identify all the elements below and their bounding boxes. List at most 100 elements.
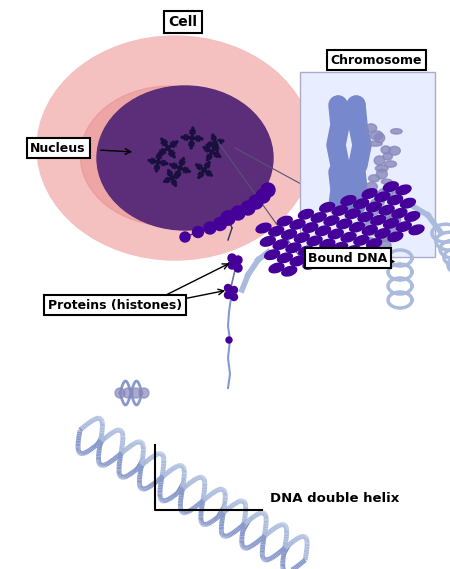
Text: Chromosome: Chromosome bbox=[330, 53, 422, 67]
Circle shape bbox=[228, 261, 236, 269]
Ellipse shape bbox=[409, 225, 424, 234]
Ellipse shape bbox=[379, 205, 394, 215]
Ellipse shape bbox=[350, 222, 365, 232]
Ellipse shape bbox=[383, 152, 392, 160]
Ellipse shape bbox=[389, 146, 400, 155]
Ellipse shape bbox=[294, 233, 309, 242]
Circle shape bbox=[226, 337, 232, 343]
Ellipse shape bbox=[377, 240, 391, 250]
Ellipse shape bbox=[381, 146, 391, 154]
Ellipse shape bbox=[341, 196, 356, 205]
Circle shape bbox=[231, 206, 245, 220]
Circle shape bbox=[230, 294, 238, 300]
Ellipse shape bbox=[366, 183, 378, 191]
Ellipse shape bbox=[375, 192, 390, 201]
Ellipse shape bbox=[368, 141, 382, 146]
Ellipse shape bbox=[396, 222, 411, 232]
Ellipse shape bbox=[364, 228, 378, 235]
Ellipse shape bbox=[375, 133, 385, 143]
Ellipse shape bbox=[320, 203, 335, 212]
Circle shape bbox=[234, 264, 242, 272]
Circle shape bbox=[180, 232, 190, 242]
Ellipse shape bbox=[354, 236, 369, 245]
Ellipse shape bbox=[324, 216, 339, 225]
Ellipse shape bbox=[286, 243, 301, 253]
Ellipse shape bbox=[369, 175, 379, 182]
Ellipse shape bbox=[282, 230, 297, 239]
Text: Proteins (histones): Proteins (histones) bbox=[48, 299, 182, 311]
Ellipse shape bbox=[277, 216, 292, 226]
Ellipse shape bbox=[328, 229, 343, 239]
Ellipse shape bbox=[371, 199, 384, 206]
Ellipse shape bbox=[368, 206, 379, 215]
Circle shape bbox=[234, 256, 242, 264]
Ellipse shape bbox=[265, 250, 279, 259]
Circle shape bbox=[204, 222, 216, 234]
Circle shape bbox=[131, 388, 141, 398]
Ellipse shape bbox=[378, 188, 393, 198]
Ellipse shape bbox=[341, 232, 356, 242]
Ellipse shape bbox=[391, 129, 402, 134]
Ellipse shape bbox=[256, 223, 271, 233]
Ellipse shape bbox=[400, 199, 415, 208]
Ellipse shape bbox=[299, 246, 314, 256]
Ellipse shape bbox=[320, 240, 335, 249]
Ellipse shape bbox=[376, 170, 387, 179]
Ellipse shape bbox=[383, 182, 398, 192]
Ellipse shape bbox=[333, 206, 347, 216]
Ellipse shape bbox=[367, 239, 382, 249]
Circle shape bbox=[139, 388, 149, 398]
Ellipse shape bbox=[386, 211, 397, 220]
Ellipse shape bbox=[365, 221, 375, 229]
Ellipse shape bbox=[386, 196, 400, 201]
Ellipse shape bbox=[388, 232, 403, 241]
Circle shape bbox=[123, 388, 133, 398]
Ellipse shape bbox=[337, 219, 352, 229]
Ellipse shape bbox=[354, 199, 369, 208]
Circle shape bbox=[225, 284, 231, 291]
Circle shape bbox=[261, 183, 275, 197]
Text: DNA double helix: DNA double helix bbox=[270, 492, 399, 505]
Ellipse shape bbox=[269, 226, 284, 236]
Ellipse shape bbox=[290, 256, 305, 266]
Circle shape bbox=[230, 287, 238, 294]
Ellipse shape bbox=[311, 249, 326, 259]
Ellipse shape bbox=[375, 229, 390, 238]
Ellipse shape bbox=[37, 36, 313, 260]
Circle shape bbox=[193, 226, 203, 237]
Ellipse shape bbox=[364, 237, 375, 243]
Ellipse shape bbox=[392, 208, 407, 218]
Ellipse shape bbox=[362, 225, 377, 235]
Circle shape bbox=[115, 388, 125, 398]
Ellipse shape bbox=[375, 165, 388, 172]
Ellipse shape bbox=[383, 218, 398, 228]
Circle shape bbox=[256, 189, 270, 203]
Ellipse shape bbox=[290, 220, 305, 229]
Ellipse shape bbox=[315, 226, 330, 236]
Text: Bound DNA: Bound DNA bbox=[308, 251, 387, 265]
Circle shape bbox=[221, 211, 235, 225]
Ellipse shape bbox=[261, 237, 275, 246]
Ellipse shape bbox=[366, 202, 381, 212]
Text: Cell: Cell bbox=[168, 15, 198, 29]
Ellipse shape bbox=[358, 212, 373, 222]
Ellipse shape bbox=[345, 209, 360, 218]
Ellipse shape bbox=[333, 242, 347, 252]
Ellipse shape bbox=[273, 240, 288, 249]
Ellipse shape bbox=[269, 263, 284, 273]
Circle shape bbox=[213, 217, 226, 230]
Ellipse shape bbox=[387, 215, 400, 225]
Ellipse shape bbox=[362, 189, 377, 199]
Circle shape bbox=[225, 291, 231, 299]
Ellipse shape bbox=[80, 86, 260, 226]
Ellipse shape bbox=[346, 246, 360, 255]
Ellipse shape bbox=[365, 124, 377, 133]
Ellipse shape bbox=[298, 209, 313, 219]
Circle shape bbox=[249, 195, 263, 209]
Ellipse shape bbox=[307, 236, 322, 246]
Circle shape bbox=[241, 201, 255, 215]
Ellipse shape bbox=[387, 225, 396, 233]
Ellipse shape bbox=[303, 259, 318, 269]
Ellipse shape bbox=[278, 253, 292, 263]
Ellipse shape bbox=[366, 245, 379, 250]
